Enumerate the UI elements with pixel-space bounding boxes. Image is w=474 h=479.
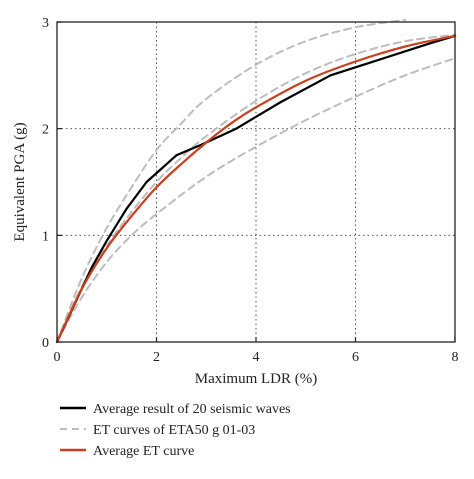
x-tick-label: 0 <box>54 350 61 365</box>
y-tick-label: 2 <box>42 123 49 138</box>
plot-frame <box>56 21 456 343</box>
y-tick-label: 3 <box>42 16 49 31</box>
series-line-0 <box>55 34 457 344</box>
y-tick-label: 0 <box>42 336 49 351</box>
y-tick-label: 1 <box>42 229 49 244</box>
x-tick-label: 4 <box>253 350 260 365</box>
x-tick-label: 8 <box>452 350 459 365</box>
grid <box>57 22 455 342</box>
series-line-3 <box>56 57 456 343</box>
legend-label: Average result of 20 seismic waves <box>93 402 291 417</box>
x-tick-label: 2 <box>153 350 160 365</box>
legend: Average result of 20 seismic waves ET cur… <box>60 402 291 459</box>
y-axis-label: Equivalent PGA (g) <box>12 122 28 241</box>
legend-label: Average ET curve <box>93 444 194 459</box>
x-axis-label: Maximum LDR (%) <box>195 371 317 387</box>
series-line-4 <box>55 34 457 344</box>
x-tick-label: 6 <box>352 350 359 365</box>
axis-ticks: 0 2 4 6 8 0 1 2 3 <box>42 16 459 365</box>
legend-label: ET curves of ETA50 g 01-03 <box>93 423 255 438</box>
series-line-1 <box>56 18 407 343</box>
series-group <box>55 18 457 344</box>
